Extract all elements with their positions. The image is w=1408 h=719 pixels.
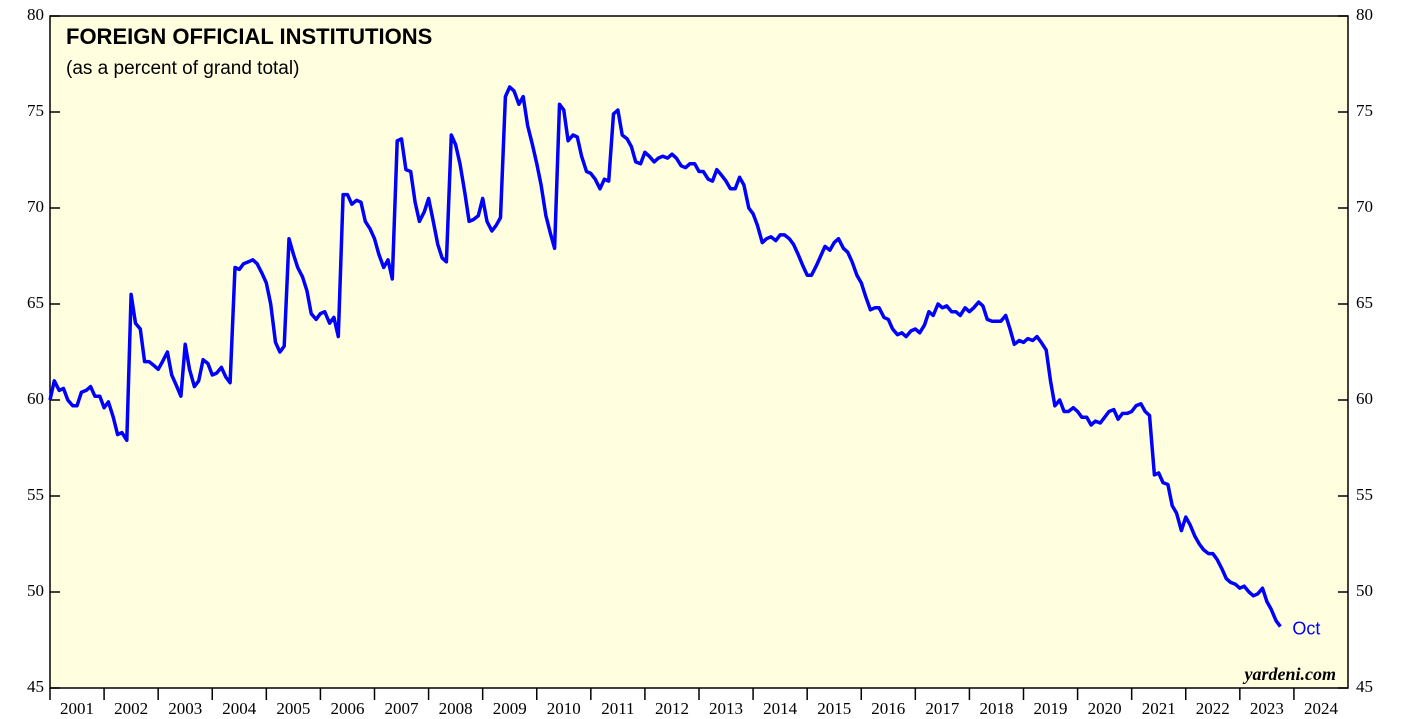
y-tick-label: 60 bbox=[27, 389, 44, 408]
x-tick-label: 2004 bbox=[222, 699, 257, 718]
plot-area bbox=[49, 15, 1349, 689]
x-tick-label: 2005 bbox=[276, 699, 310, 718]
x-tick-label: 2011 bbox=[601, 699, 634, 718]
x-tick-label: 2019 bbox=[1034, 699, 1068, 718]
y2-tick-label: 80 bbox=[1356, 5, 1373, 24]
y2-tick-label: 65 bbox=[1356, 293, 1373, 312]
x-tick-label: 2023 bbox=[1250, 699, 1284, 718]
x-tick-label: 2012 bbox=[655, 699, 689, 718]
x-tick-label: 2015 bbox=[817, 699, 851, 718]
y2-tick-label: 70 bbox=[1356, 197, 1373, 216]
line bbox=[48, 85, 1282, 628]
x-tick-label: 2006 bbox=[330, 699, 364, 718]
y-tick-label: 70 bbox=[27, 197, 44, 216]
x-tick-label: 2021 bbox=[1142, 699, 1176, 718]
y-tick-label: 80 bbox=[27, 5, 44, 24]
chart-title: FOREIGN OFFICIAL INSTITUTIONS bbox=[66, 24, 432, 49]
y-tick-label: 45 bbox=[27, 677, 44, 696]
y2-tick-label: 60 bbox=[1356, 389, 1373, 408]
y2-tick-label: 55 bbox=[1356, 485, 1373, 504]
x-tick-label: 2002 bbox=[114, 699, 148, 718]
x-tick-label: 2009 bbox=[493, 699, 527, 718]
y2-tick-label: 75 bbox=[1356, 101, 1373, 120]
x-tick-label: 2013 bbox=[709, 699, 743, 718]
x-tick-label: 2016 bbox=[871, 699, 905, 718]
y-tick-label: 55 bbox=[27, 485, 44, 504]
x-tick-label: 2014 bbox=[763, 699, 798, 718]
x-tick-label: 2020 bbox=[1088, 699, 1122, 718]
chart-subtitle: (as a percent of grand total) bbox=[66, 58, 299, 79]
y2-tick-label: 45 bbox=[1356, 677, 1373, 696]
y-tick-label: 75 bbox=[27, 101, 44, 120]
x-tick-label: 2010 bbox=[547, 699, 581, 718]
x-tick-label: 2022 bbox=[1196, 699, 1230, 718]
x-tick-label: 2017 bbox=[925, 699, 960, 718]
y-tick-label: 50 bbox=[27, 581, 44, 600]
x-tick-label: 2024 bbox=[1304, 699, 1339, 718]
annotation: Oct bbox=[1292, 618, 1320, 638]
source: yardeni.com bbox=[1243, 664, 1337, 684]
x-tick-label: 2018 bbox=[979, 699, 1013, 718]
y-tick-label: 65 bbox=[27, 293, 44, 312]
x-tick-label: 2007 bbox=[385, 699, 420, 718]
x-tick-label: 2008 bbox=[439, 699, 473, 718]
y2-tick-label: 50 bbox=[1356, 581, 1373, 600]
x-tick-label: 2001 bbox=[60, 699, 94, 718]
x-tick-label: 2003 bbox=[168, 699, 202, 718]
